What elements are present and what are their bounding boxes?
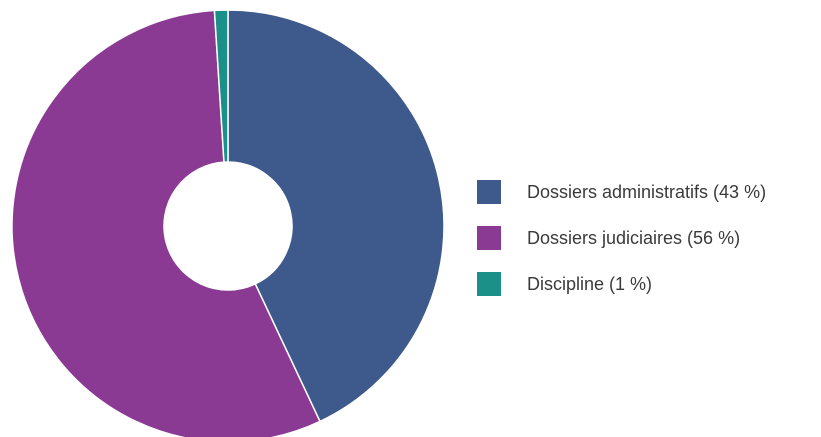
legend-label-dossiers-judiciaires: Dossiers judiciaires (56 %) — [527, 227, 741, 248]
legend-swatch-discipline — [477, 272, 501, 296]
legend-label-discipline: Discipline (1 %) — [527, 273, 653, 294]
legend-item-discipline: Discipline (1 %) — [477, 272, 766, 296]
slice-dossiers-administratifs — [227, 9, 445, 423]
chart-legend: Dossiers administratifs (43 %) Dossiers … — [477, 180, 766, 296]
donut-slices — [11, 9, 445, 437]
legend-swatch-dossiers-administratifs — [477, 180, 501, 204]
legend-swatch-dossiers-judiciaires — [477, 226, 501, 250]
slice-discipline — [213, 9, 229, 163]
slice-dossiers-judiciaires — [11, 9, 321, 437]
legend-item-dossiers-judiciaires: Dossiers judiciaires (56 %) — [477, 226, 766, 250]
legend-label-dossiers-administratifs: Dossiers administratifs (43 %) — [527, 181, 767, 202]
legend-item-dossiers-administratifs: Dossiers administratifs (43 %) — [477, 180, 766, 204]
